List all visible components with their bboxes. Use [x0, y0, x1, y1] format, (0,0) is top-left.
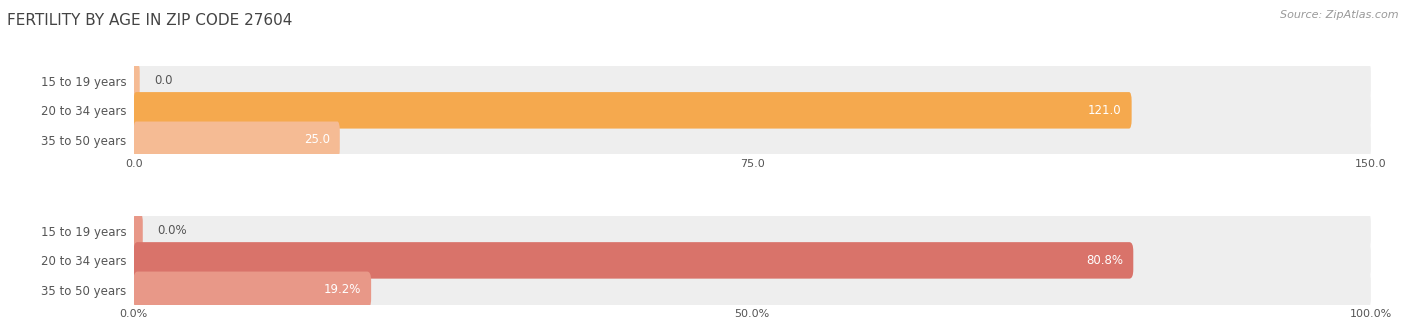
FancyBboxPatch shape: [134, 92, 1371, 128]
FancyBboxPatch shape: [134, 271, 371, 308]
Text: 0.0: 0.0: [155, 74, 173, 87]
FancyBboxPatch shape: [134, 213, 1371, 249]
Text: 121.0: 121.0: [1088, 104, 1122, 117]
FancyBboxPatch shape: [134, 63, 139, 99]
FancyBboxPatch shape: [134, 121, 340, 158]
FancyBboxPatch shape: [134, 242, 1133, 279]
FancyBboxPatch shape: [134, 92, 1132, 128]
FancyBboxPatch shape: [134, 213, 143, 249]
Text: 80.8%: 80.8%: [1087, 254, 1123, 267]
FancyBboxPatch shape: [134, 121, 1371, 158]
Text: 0.0%: 0.0%: [157, 224, 187, 237]
Text: 25.0: 25.0: [304, 133, 330, 146]
Text: 19.2%: 19.2%: [323, 283, 361, 296]
Text: Source: ZipAtlas.com: Source: ZipAtlas.com: [1281, 10, 1399, 20]
Text: FERTILITY BY AGE IN ZIP CODE 27604: FERTILITY BY AGE IN ZIP CODE 27604: [7, 13, 292, 28]
FancyBboxPatch shape: [134, 271, 1371, 308]
FancyBboxPatch shape: [134, 63, 1371, 99]
FancyBboxPatch shape: [134, 242, 1371, 279]
